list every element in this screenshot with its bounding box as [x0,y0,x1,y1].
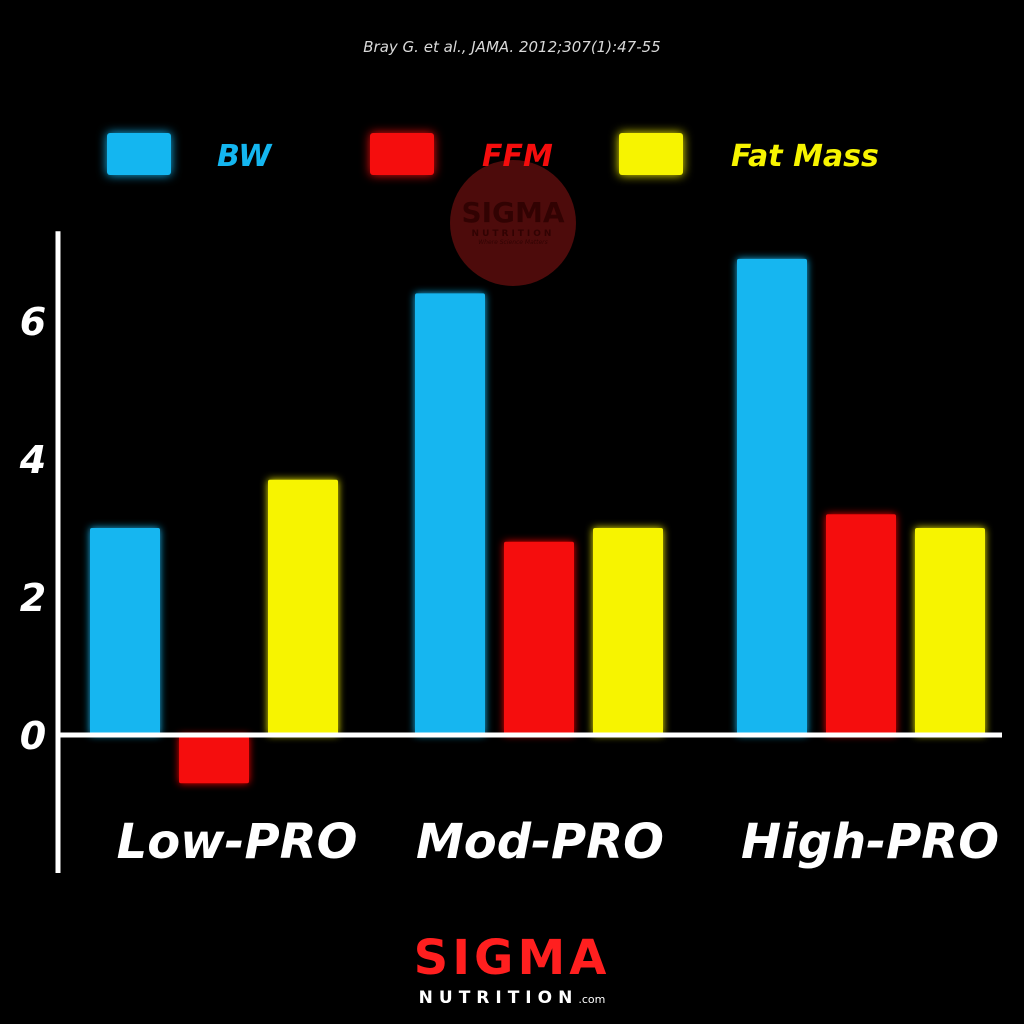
x-category-label-mod-pro: Mod-PRO [416,814,664,870]
watermark-tagline: Where Science Matters [478,239,548,246]
bar-fat-mass-mod-pro [593,528,663,735]
legend-label-ffm: FFM [482,139,553,174]
legend-label-bw: BW [217,139,272,174]
bar-bw-mod-pro [415,293,485,735]
bar-ffm-low-pro [179,735,249,784]
legend-swatch-fat-mass [619,133,683,175]
bar-fat-mass-high-pro [915,528,985,735]
citation-text: Bray G. et al., JAMA. 2012;307(1):47-55 [363,38,661,56]
brand-logo: SIGMA NUTRITION.com [0,928,1024,1008]
y-tick-label-6: 6 [20,300,46,344]
legend-label-fat-mass: Fat Mass [731,139,879,174]
x-category-label-low-pro: Low-PRO [117,814,358,870]
brand-sigma-text: SIGMA [413,930,611,986]
bar-bw-low-pro [90,528,160,735]
brand-nutrition-text: NUTRITION.com [0,988,1024,1008]
y-tick-label-2: 2 [20,576,46,620]
bar-bw-high-pro [737,258,807,735]
y-tick-label-4: 4 [19,438,46,482]
watermark-nutrition: NUTRITION [471,229,555,239]
y-tick-label-0: 0 [20,714,46,758]
watermark-sigma: SIGMA [461,196,565,229]
bar-ffm-high-pro [826,514,896,735]
x-category-label-high-pro: High-PRO [741,814,999,870]
legend-swatch-ffm [370,133,434,175]
brand-nutrition-word: NUTRITION [418,988,579,1008]
watermark-logo: SIGMA NUTRITION Where Science Matters [450,160,576,286]
brand-com-text: .com [578,993,606,1006]
bar-ffm-mod-pro [504,541,574,735]
legend-swatch-bw [107,133,171,175]
bar-fat-mass-low-pro [268,479,338,735]
